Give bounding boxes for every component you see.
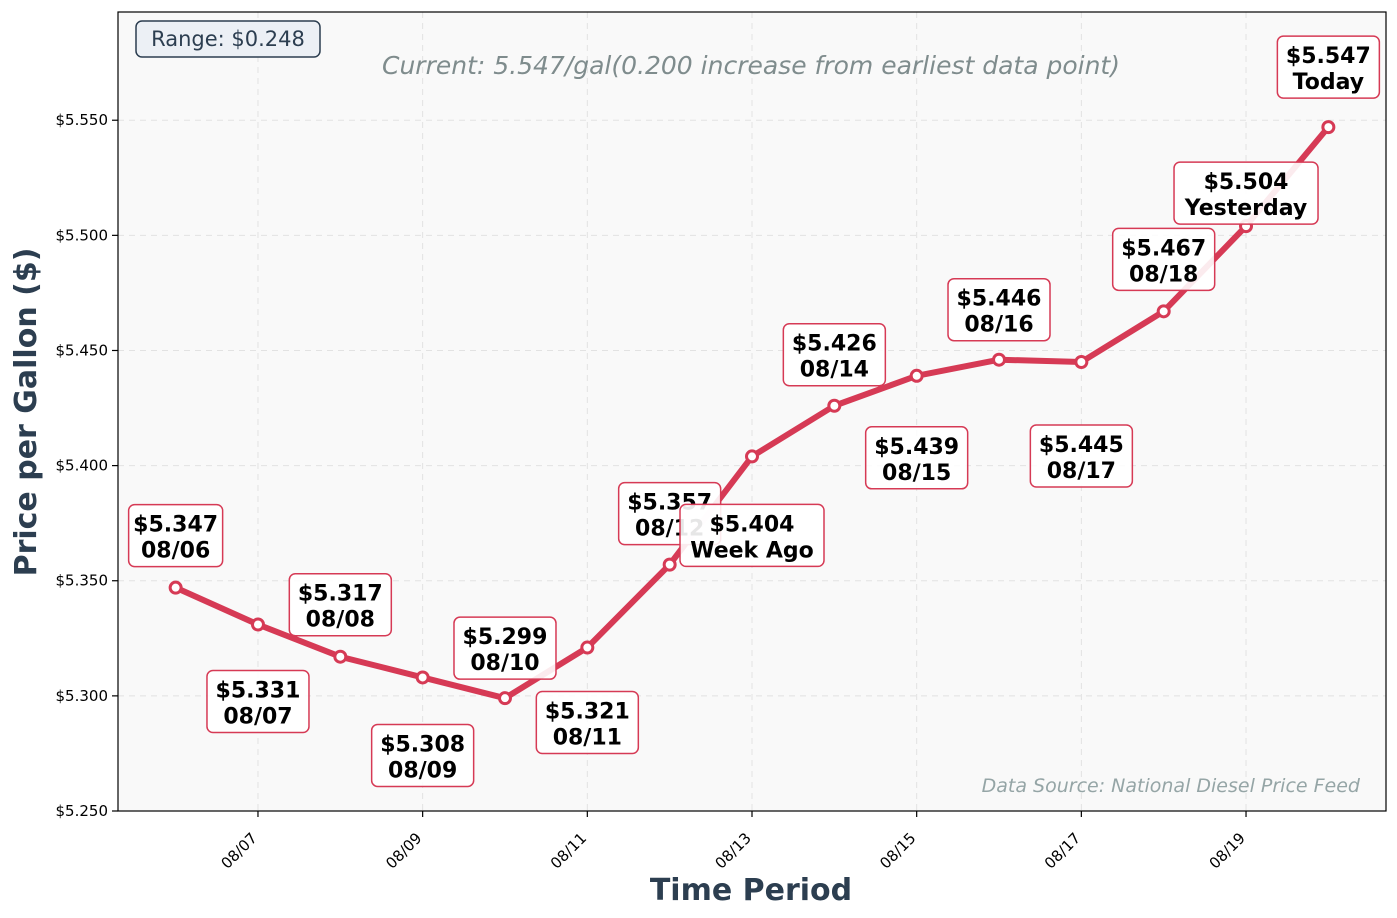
- point-label-price: $5.331: [216, 678, 301, 703]
- point-label-date: 08/08: [306, 608, 375, 633]
- point-label-date: 08/17: [1047, 459, 1116, 484]
- point-label-price: $5.321: [545, 700, 630, 725]
- x-axis-title: Time Period: [650, 873, 852, 908]
- price-series: [168, 120, 1336, 706]
- point-label-box: [1029, 424, 1134, 488]
- y-tick-label: $5.350: [56, 572, 109, 590]
- data-point: [580, 640, 595, 655]
- point-label-date: 08/11: [553, 726, 622, 751]
- y-tick-label: $5.400: [56, 457, 109, 475]
- point-label-price: $5.299: [463, 625, 548, 650]
- x-tick-label: 08/11: [547, 829, 590, 872]
- point-label-box: [947, 277, 1051, 342]
- x-tick-label: 08/19: [1206, 829, 1249, 872]
- point-label-date: 08/09: [388, 758, 457, 783]
- point-label-price: $5.504: [1204, 170, 1289, 195]
- point-label-box: [206, 669, 310, 734]
- range-box: Range: $0.248: [135, 20, 321, 58]
- y-tick-label: $5.250: [56, 802, 109, 820]
- data-point: [909, 368, 924, 383]
- y-axis-title: Price per Gallon ($): [9, 248, 44, 577]
- point-label-box: [1173, 161, 1319, 225]
- chart-subtitle: Current: 5.547/gal(0.200 increase from e…: [382, 51, 1120, 80]
- y-tick-label: $5.500: [56, 226, 109, 244]
- data-point: [827, 398, 842, 413]
- point-label-date: 08/16: [964, 313, 1033, 338]
- x-tick-label: 08/09: [382, 829, 425, 872]
- data-point: [1074, 354, 1089, 369]
- x-tick-label: 08/15: [876, 829, 919, 872]
- data-point: [992, 352, 1007, 367]
- y-tick-label: $5.300: [56, 687, 109, 705]
- data-point: [415, 670, 430, 685]
- point-label-box: [1111, 227, 1216, 292]
- x-axis-ticks: 08/07 08/09 08/11 08/13 08/15 08/17 08/19: [218, 811, 1249, 872]
- point-label-price: $5.446: [957, 287, 1042, 312]
- point-label-box: [453, 616, 557, 680]
- data-point: [1156, 304, 1171, 319]
- data-point: [333, 649, 348, 664]
- point-label-price: $5.547: [1286, 44, 1371, 69]
- point-label-box: [127, 503, 224, 568]
- point-label-date: Week Ago: [690, 538, 814, 563]
- point-label-price: $5.317: [298, 582, 383, 607]
- x-tick-label: 08/17: [1041, 829, 1084, 872]
- point-label-price: $5.445: [1039, 433, 1124, 458]
- data-point: [168, 580, 183, 595]
- data-point: [497, 691, 512, 706]
- point-label-price: $5.467: [1121, 236, 1206, 261]
- point-label-date: Yesterday: [1184, 196, 1307, 221]
- point-label-date: Today: [1293, 70, 1364, 95]
- data-point: [1321, 120, 1336, 135]
- data-point: [745, 449, 759, 464]
- point-label-price: $5.426: [792, 332, 877, 357]
- x-tick-label: 08/07: [218, 829, 261, 872]
- point-label-price: $5.347: [133, 513, 218, 538]
- data-point: [250, 617, 265, 632]
- point-label-box: [370, 723, 475, 788]
- point-label-date: 08/15: [882, 461, 951, 486]
- point-labels: $5.34708/06$5.33108/07$5.31708/08$5.3080…: [127, 35, 1381, 788]
- point-label-box: [288, 572, 393, 637]
- point-label-date: 08/07: [223, 704, 292, 729]
- point-label-date: 08/18: [1129, 262, 1198, 287]
- point-label-box: [679, 503, 825, 568]
- point-label-box: [1276, 35, 1381, 99]
- point-label-price: $5.439: [874, 435, 959, 460]
- y-tick-label: $5.550: [56, 111, 109, 129]
- point-label-box: [864, 426, 969, 490]
- point-label-price: $5.404: [710, 512, 795, 537]
- point-label-box: [535, 690, 640, 755]
- point-label-box: [782, 322, 887, 387]
- range-text: Range: $0.248: [151, 27, 305, 51]
- x-tick-label: 08/13: [712, 829, 755, 872]
- y-tick-label: $5.450: [56, 341, 109, 359]
- point-label-date: 08/06: [141, 539, 210, 564]
- point-label-price: $5.308: [380, 732, 465, 757]
- data-point: [662, 557, 677, 572]
- point-label-date: 08/14: [800, 358, 869, 383]
- point-label-date: 08/10: [470, 651, 539, 676]
- y-axis-ticks: $5.250 $5.300 $5.350 $5.400 $5.450 $5.500 $5.5…: [56, 111, 118, 820]
- data-source: Data Source: National Diesel Price Feed: [982, 775, 1361, 797]
